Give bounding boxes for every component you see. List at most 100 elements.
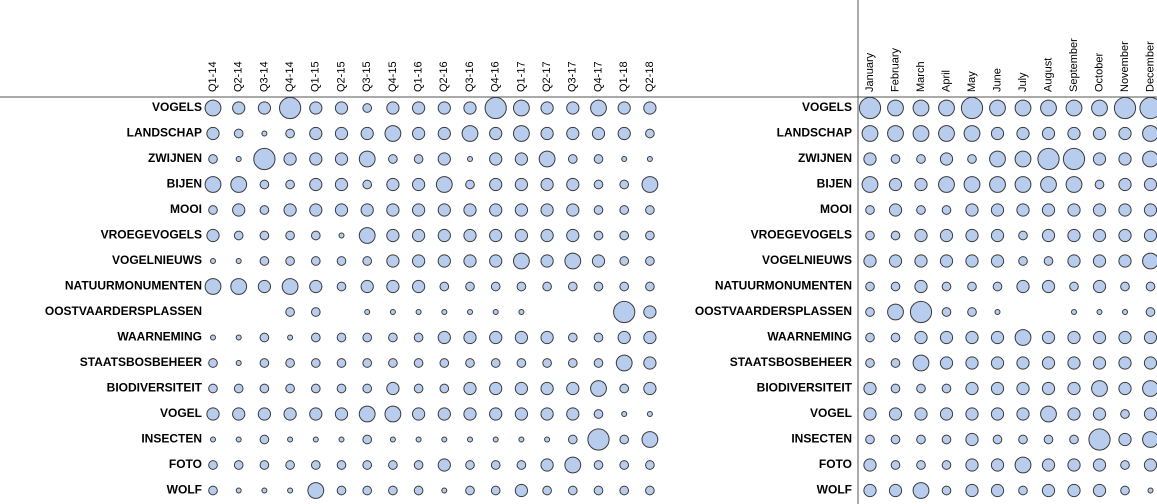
bubble xyxy=(358,405,376,423)
bubble xyxy=(965,228,979,243)
bubble xyxy=(490,281,501,292)
bubble xyxy=(489,177,503,192)
bubble xyxy=(990,330,1005,345)
bubble xyxy=(645,230,655,241)
bubble xyxy=(490,358,501,368)
bubble xyxy=(463,407,477,421)
bubble xyxy=(914,407,928,421)
bubble xyxy=(566,228,580,243)
bubble xyxy=(467,436,473,443)
bubble xyxy=(1120,485,1130,496)
bubble xyxy=(516,281,527,292)
bubble xyxy=(963,125,981,142)
row-label: VOGELNIEUWS xyxy=(112,253,202,267)
bubble xyxy=(512,252,530,270)
bubble xyxy=(990,228,1005,243)
bubble xyxy=(386,279,400,294)
row-label: INSECTEN xyxy=(791,432,852,446)
row-label: OOSTVAARDERSPLASSEN xyxy=(695,304,852,318)
bubble xyxy=(338,436,345,443)
bubble xyxy=(310,460,321,470)
bubble xyxy=(1067,203,1081,217)
bubble xyxy=(413,485,424,496)
bubble xyxy=(309,177,323,192)
column-label: March xyxy=(915,61,927,92)
bubble xyxy=(1016,381,1030,396)
bubble xyxy=(566,101,580,115)
bubble xyxy=(1096,309,1103,315)
bubble xyxy=(1067,458,1081,472)
column-label: Q2-18 xyxy=(644,61,656,92)
bubble xyxy=(1118,177,1132,192)
bubble xyxy=(411,279,426,294)
bubble xyxy=(1016,126,1030,141)
bubble xyxy=(233,128,244,139)
bubble xyxy=(484,96,507,120)
bubble xyxy=(514,177,529,192)
row-label: BIJEN xyxy=(817,177,852,191)
bubble xyxy=(235,156,242,162)
bubble xyxy=(1092,203,1107,217)
column-label: September xyxy=(1068,38,1080,92)
bubble xyxy=(890,154,901,164)
bubble xyxy=(309,101,323,115)
bubble xyxy=(489,407,503,421)
bubble xyxy=(384,125,402,142)
bubble xyxy=(566,407,580,421)
bubble xyxy=(512,99,530,117)
bubble xyxy=(362,383,373,394)
bubble xyxy=(358,227,376,244)
bubble xyxy=(336,256,347,266)
row-label: MOOI xyxy=(170,202,202,216)
bubble xyxy=(1067,356,1081,370)
bubble xyxy=(887,303,904,321)
bubble xyxy=(619,485,630,496)
bubble xyxy=(1091,99,1108,117)
bubble xyxy=(285,179,295,190)
bubble xyxy=(208,485,218,496)
bubble xyxy=(939,152,954,166)
row-label: OOSTVAARDERSPLASSEN xyxy=(45,304,202,318)
bubble xyxy=(1016,279,1030,294)
bubble xyxy=(912,354,930,372)
bubble xyxy=(938,176,955,193)
bubble xyxy=(1016,407,1030,421)
bubble xyxy=(621,156,628,162)
bubble xyxy=(1142,380,1157,397)
bubble xyxy=(439,281,450,292)
bubble xyxy=(1040,176,1057,193)
bubble xyxy=(259,179,270,190)
bubble xyxy=(566,177,580,192)
bubble xyxy=(890,332,901,343)
bubble xyxy=(646,156,653,162)
bubble xyxy=(461,125,479,142)
bubble xyxy=(941,205,952,215)
bubble xyxy=(593,460,604,470)
bubble xyxy=(1143,458,1157,472)
bubble xyxy=(566,381,580,396)
bubble xyxy=(285,256,295,266)
bubble xyxy=(994,309,1001,315)
bubble xyxy=(465,485,475,496)
bubble xyxy=(990,458,1005,472)
bubble xyxy=(204,176,222,193)
bubble xyxy=(646,411,653,417)
bubble xyxy=(613,300,636,324)
bubble xyxy=(1014,329,1032,346)
row-label: BIJEN xyxy=(167,177,202,191)
bubble xyxy=(564,252,582,270)
bubble xyxy=(1041,126,1056,141)
bubble xyxy=(1014,176,1032,193)
bubble xyxy=(360,279,374,294)
bubble xyxy=(208,460,218,470)
bubble xyxy=(489,228,503,243)
bubble xyxy=(865,230,875,241)
bubble xyxy=(1067,381,1081,396)
bubble xyxy=(540,381,554,396)
bubble xyxy=(413,358,424,368)
bubble xyxy=(619,460,630,470)
bubble xyxy=(437,228,451,243)
bubble xyxy=(1092,483,1107,498)
bubble xyxy=(1067,483,1081,498)
bubble xyxy=(283,203,297,217)
